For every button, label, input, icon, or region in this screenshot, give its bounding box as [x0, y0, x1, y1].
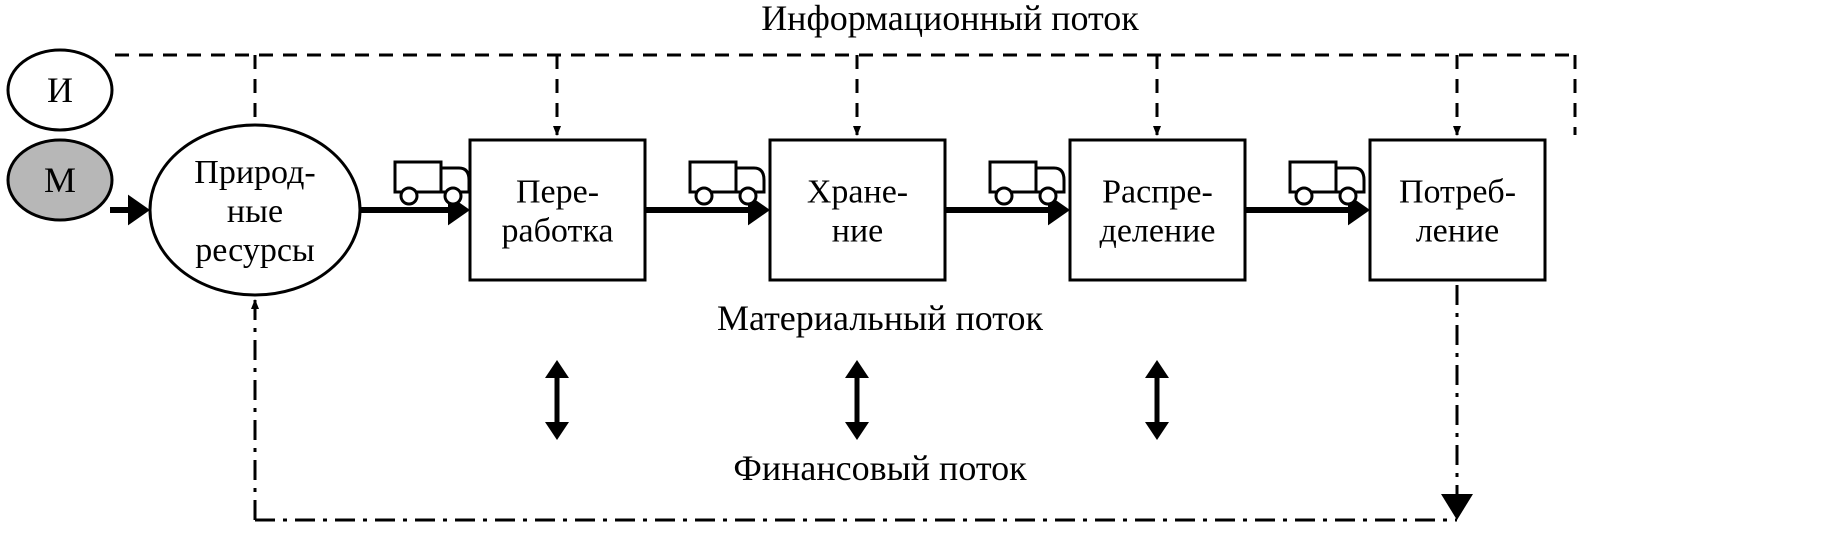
- annotation-M: М: [8, 140, 112, 220]
- node-consumption-line-0: Потреб-: [1399, 173, 1516, 210]
- node-distribution-line-1: деление: [1100, 212, 1216, 249]
- node-consumption: Потреб-ление: [1370, 140, 1545, 280]
- annotation-M-label: М: [44, 160, 76, 200]
- node-consumption-line-1: ление: [1416, 212, 1500, 249]
- truck-icon: [395, 162, 469, 204]
- node-resources: Природ-ныересурсы: [150, 125, 360, 295]
- node-distribution: Распре-деление: [1070, 140, 1245, 280]
- node-processing: Пере-работка: [470, 140, 645, 280]
- annotation-I: И: [8, 50, 112, 130]
- node-distribution-line-0: Распре-: [1102, 173, 1213, 210]
- node-storage-line-0: Хране-: [807, 173, 908, 210]
- info-flow-label: Информационный поток: [761, 0, 1139, 38]
- node-storage: Хране-ние: [770, 140, 945, 280]
- material-flow-label: Материальный поток: [717, 298, 1043, 338]
- logistics-flow-diagram: Информационный потокИМПрирод-ныересурсыП…: [0, 0, 1829, 549]
- node-resources-line-0: Природ-: [194, 154, 315, 191]
- node-storage-line-1: ние: [832, 212, 883, 249]
- node-resources-line-2: ресурсы: [195, 232, 315, 269]
- financial-flow-label: Финансовый поток: [733, 448, 1027, 488]
- truck-icon: [690, 162, 764, 204]
- node-processing-line-1: работка: [502, 212, 614, 249]
- node-resources-line-1: ные: [227, 193, 283, 230]
- financial-flow-terminal-arrow: [1441, 494, 1473, 520]
- node-processing-line-0: Пере-: [516, 173, 599, 210]
- annotation-I-label: И: [47, 70, 73, 110]
- truck-icon: [990, 162, 1064, 204]
- truck-icon: [1290, 162, 1364, 204]
